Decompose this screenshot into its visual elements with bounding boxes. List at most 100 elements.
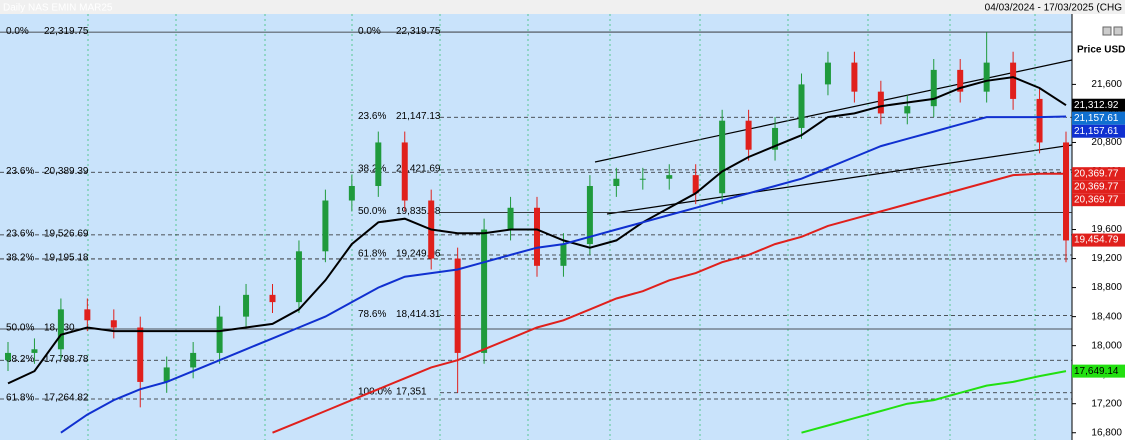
y-tick-label: 21,600	[1091, 79, 1122, 90]
window-button[interactable]	[1113, 26, 1123, 36]
fib-value: 17,351	[396, 386, 427, 397]
candle-body	[666, 175, 673, 179]
candle-body	[851, 62, 858, 92]
candle-body	[1010, 62, 1017, 99]
fib-percent: 61.8%	[358, 249, 386, 260]
candle-body	[295, 251, 302, 303]
candle-body	[322, 200, 329, 252]
y-tick-label: 18,000	[1091, 340, 1122, 351]
fib-percent: 100.0%	[358, 386, 392, 397]
candle-body	[613, 178, 620, 186]
fib-value: 19,249.06	[396, 249, 441, 260]
fib-value: 19,526.69	[44, 229, 89, 240]
fib-percent: 50.0%	[358, 206, 386, 217]
fib-percent: 38.2%	[6, 354, 34, 365]
price-label: 20,369.77	[1074, 194, 1119, 205]
fib-percent: 61.8%	[6, 393, 34, 404]
price-label: 17,649.14	[1074, 366, 1119, 377]
candle-body	[84, 309, 91, 321]
candle-body	[745, 120, 752, 150]
moving-average	[60, 115, 1067, 434]
fib-percent: 0.0%	[358, 26, 381, 37]
fib-value: 17,264.82	[44, 393, 89, 404]
fib-percent: 38.2%	[6, 253, 34, 264]
candle-body	[454, 258, 461, 353]
candle-body	[5, 352, 11, 361]
y-tick-label: 20,800	[1091, 137, 1122, 148]
price-label-box	[1072, 124, 1125, 138]
candle-body	[692, 175, 699, 194]
candle-body	[534, 207, 540, 266]
fib-percent: 0.0%	[6, 26, 29, 37]
fib-value: 18,414.31	[396, 309, 441, 320]
candle-body	[216, 316, 223, 353]
candle-body	[375, 142, 382, 186]
y-tick-label: 19,600	[1091, 224, 1122, 235]
price-label-box	[1072, 111, 1125, 125]
price-label: 21,312.92	[1074, 100, 1119, 111]
candle-body	[269, 294, 276, 303]
candle-body	[507, 207, 514, 230]
price-label: 20,369.77	[1074, 181, 1119, 192]
moving-average	[801, 370, 1067, 434]
candle-body	[348, 185, 355, 201]
date-range: 04/03/2024 - 17/03/2025 (CHG	[985, 3, 1123, 14]
candle-body	[1063, 142, 1069, 241]
candle-body	[57, 309, 64, 350]
price-label-box	[1072, 167, 1125, 181]
trend-line	[606, 144, 1073, 215]
price-label-box	[1072, 180, 1125, 194]
candle-body	[824, 62, 831, 85]
y-tick-label: 18,400	[1091, 311, 1122, 322]
y-tick-label: 16,800	[1091, 427, 1122, 438]
price-label-box	[1072, 98, 1125, 112]
candle-body	[772, 127, 779, 150]
chart-title: Daily NAS EMIN MAR25	[3, 3, 113, 14]
candle-body	[190, 352, 197, 368]
fib-value: 20,389.39	[44, 166, 89, 177]
window-button[interactable]	[1102, 26, 1112, 36]
candle-body	[877, 91, 884, 114]
candle-body	[957, 69, 964, 92]
y-tick-label: 17,200	[1091, 398, 1122, 409]
price-label: 21,157.61	[1074, 113, 1119, 124]
candle-body	[719, 120, 726, 194]
fib-value: 17,798.78	[44, 354, 89, 365]
candle-body	[481, 229, 488, 353]
price-label: 20,369.77	[1074, 168, 1119, 179]
y-tick-label: 19,200	[1091, 253, 1122, 264]
fib-value: 22,319.75	[396, 26, 441, 37]
fib-value: 19,835.38	[396, 206, 441, 217]
fib-value: 21,147.13	[396, 111, 441, 122]
title-bar	[0, 0, 1125, 14]
fib-percent: 78.6%	[358, 309, 386, 320]
candle-body	[560, 244, 567, 266]
axis-title: Price USD	[1077, 45, 1125, 56]
price-label: 21,157.61	[1074, 126, 1119, 137]
fib-percent: 50.0%	[6, 323, 34, 334]
candle-body	[798, 84, 805, 128]
candle-body	[110, 320, 117, 328]
fib-value: 19,195.18	[44, 253, 89, 264]
candle-body	[163, 367, 170, 382]
candle-body	[243, 294, 250, 317]
candle-body	[586, 185, 593, 245]
y-tick-label: 18,800	[1091, 282, 1122, 293]
price-label-box	[1072, 233, 1125, 247]
trend-line	[594, 59, 1073, 163]
candle-body	[983, 62, 990, 92]
candle-body	[1036, 98, 1043, 143]
candle-body	[137, 327, 144, 382]
candle-body	[401, 142, 408, 201]
candle-body	[930, 69, 937, 107]
moving-average	[272, 172, 1066, 434]
candle-body	[31, 349, 38, 353]
price-label-box	[1072, 193, 1125, 207]
fib-percent: 38.2%	[358, 164, 386, 175]
fib-percent: 23.6%	[6, 166, 34, 177]
price-label: 19,454.79	[1074, 235, 1119, 246]
moving-average	[7, 76, 1067, 385]
fib-percent: 23.6%	[6, 229, 34, 240]
fib-value: 20,421.69	[396, 164, 441, 175]
